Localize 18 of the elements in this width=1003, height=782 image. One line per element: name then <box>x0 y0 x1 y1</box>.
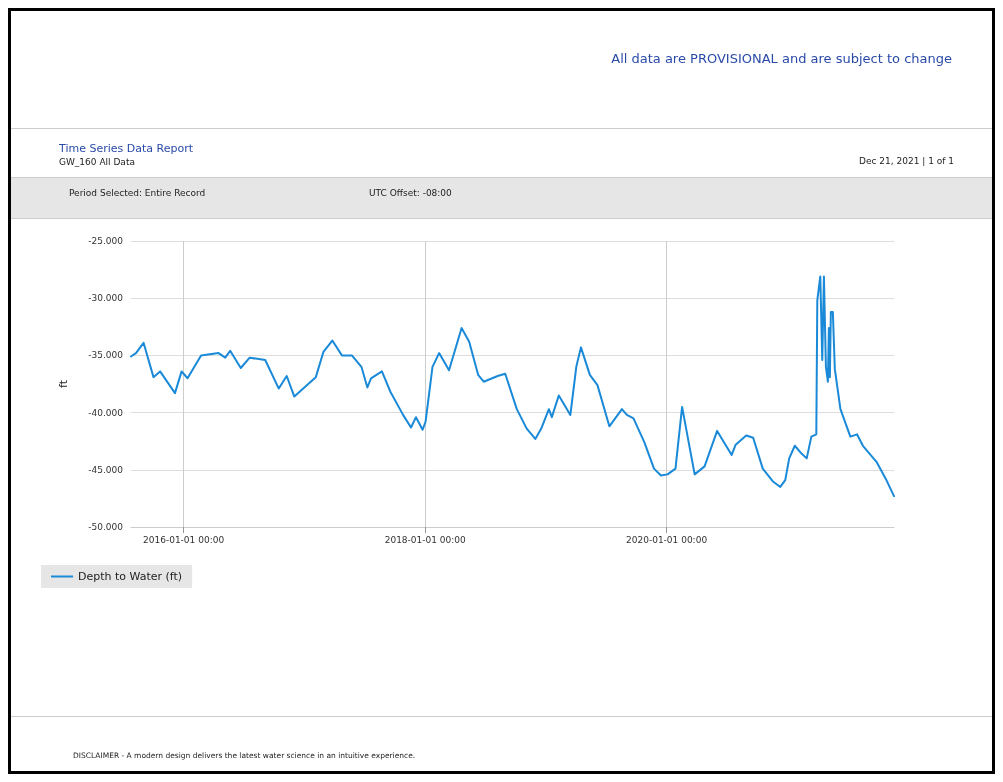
text: Period Selected: Entire Record <box>69 188 206 198</box>
y-tick-label: -30.000 <box>88 293 124 304</box>
text: UTC Offset: -08:00 <box>369 188 452 198</box>
x-tick-label: 2018-01-01 00:00 <box>384 534 467 545</box>
y-tick-label: -35.000 <box>88 350 124 361</box>
chart-title: Time Series Data Report <box>59 142 193 155</box>
y-tick-label: -50.000 <box>88 522 124 532</box>
y-axis-title: ft <box>57 379 70 388</box>
line-series <box>130 275 895 498</box>
y-tick-label: -25.000 <box>88 236 124 246</box>
text: Dec 21, 2021 | 1 of 1 <box>859 156 954 166</box>
x-tick-label: 2020-01-01 00:00 <box>626 534 708 545</box>
chart-subtitle: GW_160 All Data <box>59 157 135 167</box>
y-tick-label: -40.000 <box>88 407 124 418</box>
text: All data are PROVISIONAL and are subject to change <box>611 51 952 66</box>
legend-label: Depth to Water (ft) <box>78 570 183 583</box>
y-tick-label: -45.000 <box>88 464 124 475</box>
x-tick-label: 2016-01-01 00:00 <box>143 534 225 545</box>
